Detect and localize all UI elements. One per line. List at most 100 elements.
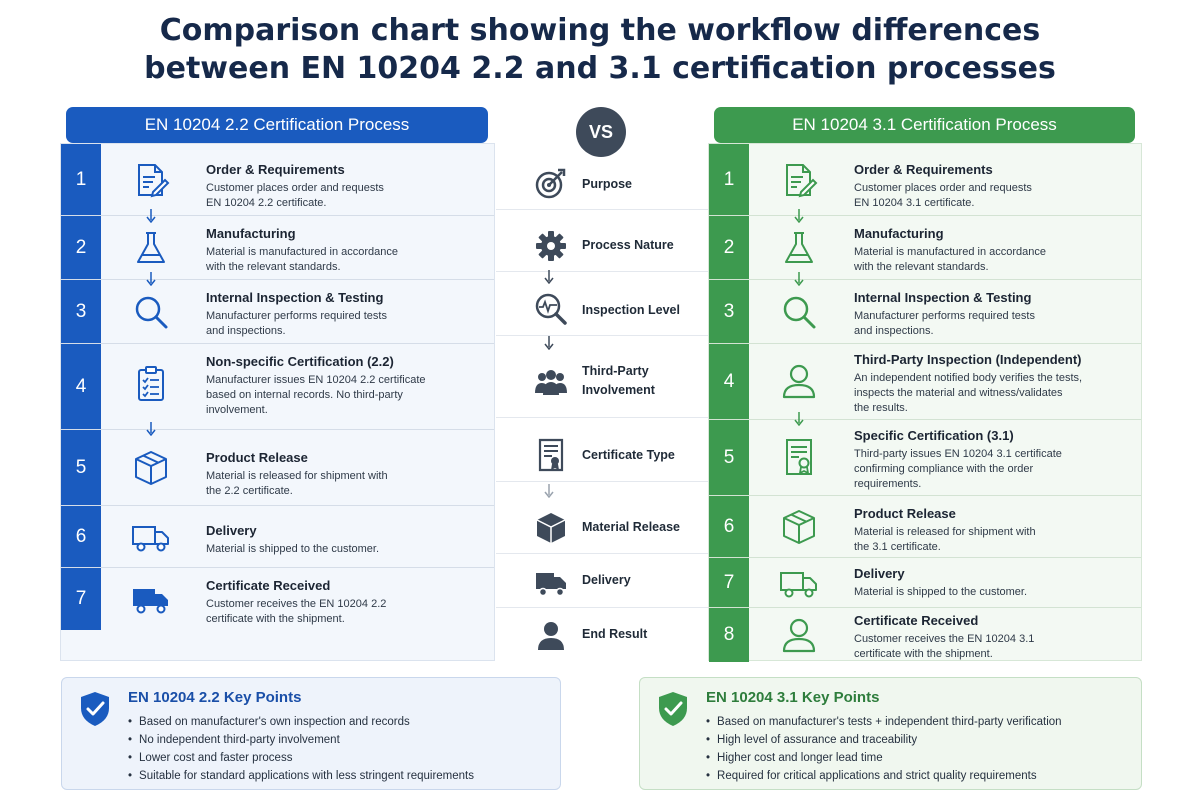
left-step-1: 1 Order & Requirements Customer places o… (61, 144, 494, 216)
vs-badge: VS (576, 107, 626, 157)
step-desc-line: Manufacturer issues EN 10204 2.2 certifi… (206, 374, 426, 386)
truck-icon (536, 573, 566, 597)
step-desc-line: and inspections. (206, 325, 286, 337)
arrow-down-icon (544, 270, 554, 284)
certificate-icon (538, 438, 564, 472)
step-desc-line: the 3.1 certificate. (854, 541, 941, 553)
step-desc-line: based on internal records. No third-part… (206, 389, 403, 401)
left-step-6: 6 Delivery Material is shipped to the cu… (61, 506, 494, 568)
left-column-header: EN 10204 2.2 Certification Process (66, 107, 488, 143)
step-desc-line: involvement. (206, 404, 268, 416)
step-desc-line: Manufacturer performs required tests (854, 310, 1035, 322)
step-title: Manufacturing (854, 226, 944, 241)
key-point-item: No independent third-party involvement (128, 731, 474, 749)
step-desc-line: Material is shipped to the customer. (854, 586, 1028, 598)
right-step-2: 2 Manufacturing Material is manufactured… (709, 216, 1141, 280)
key-points-title: EN 10204 2.2 Key Points (128, 689, 302, 706)
step-title: Non-specific Certification (2.2) (206, 354, 394, 369)
step-desc-line: EN 10204 3.1 certificate. (854, 197, 975, 209)
step-desc-line: requirements. (854, 478, 922, 490)
step-number: 1 (61, 144, 101, 215)
compare-label: End Result (582, 627, 648, 641)
document-pen-icon (138, 164, 170, 198)
magnifier-icon (135, 296, 168, 329)
arrow-down-icon (794, 209, 804, 223)
flask-icon (137, 232, 165, 263)
compare-row-third-party: Third-Party Involvement (496, 356, 708, 418)
step-desc-line: the results. (854, 402, 908, 414)
key-points-list: Based on manufacturer's own inspection a… (128, 713, 474, 785)
compare-label: Delivery (582, 573, 631, 587)
step-title: Internal Inspection & Testing (854, 290, 1032, 305)
right-step-7: 7 Delivery Material is shipped to the cu… (709, 558, 1141, 608)
right-step-4: 4 Third-Party Inspection (Independent) A… (709, 344, 1141, 420)
compare-row-purpose: Purpose (496, 160, 708, 210)
step-title: Order & Requirements (854, 162, 993, 177)
step-number: 4 (61, 344, 101, 429)
step-title: Third-Party Inspection (Independent) (854, 352, 1082, 367)
clipboard-checklist-icon (138, 366, 164, 401)
step-desc-line: Material is released for shipment with (854, 526, 1036, 538)
gear-icon (536, 231, 566, 261)
step-desc-line: certificate with the shipment. (206, 613, 345, 625)
step-desc-line: Customer places order and requests (206, 182, 384, 194)
step-desc-line: Customer receives the EN 10204 2.2 (206, 598, 387, 610)
compare-row-end-result: End Result (496, 610, 708, 662)
step-desc-line: Material is manufactured in accordance (854, 246, 1046, 258)
compare-label: Inspection Level (582, 303, 680, 317)
step-number: 5 (709, 420, 749, 495)
right-step-8: 8 Certificate Received Customer receives… (709, 608, 1141, 662)
document-pen-icon (786, 164, 818, 198)
step-title: Order & Requirements (206, 162, 345, 177)
step-desc-line: the 2.2 certificate. (206, 485, 293, 497)
arrow-down-icon (794, 272, 804, 286)
step-desc-line: with the relevant standards. (854, 261, 989, 273)
right-step-3: 3 Internal Inspection & Testing Manufact… (709, 280, 1141, 344)
arrow-down-icon (794, 412, 804, 426)
compare-row-certificate-type: Certificate Type (496, 432, 708, 482)
step-number: 6 (709, 496, 749, 557)
shield-check-icon (81, 692, 109, 726)
box-icon (783, 510, 815, 544)
arrow-down-icon (146, 209, 156, 223)
compare-label: Material Release (582, 520, 680, 534)
box-icon (536, 513, 566, 543)
right-key-points: EN 10204 3.1 Key Points Based on manufac… (639, 677, 1142, 790)
left-step-5: 5 Product Release Material is released f… (61, 430, 494, 506)
right-step-6: 6 Product Release Material is released f… (709, 496, 1141, 558)
compare-label: Process Nature (582, 238, 674, 252)
certificate-icon (786, 439, 812, 475)
step-desc-line: confirming compliance with the order (854, 463, 1034, 475)
step-desc-line: and inspections. (854, 325, 934, 337)
page-title: Comparison chart showing the workflow di… (0, 12, 1200, 88)
title-line-2: between EN 10204 2.2 and 3.1 certificati… (144, 51, 1056, 86)
step-desc-line: Customer places order and requests (854, 182, 1032, 194)
step-title: Product Release (206, 450, 308, 465)
key-point-item: Higher cost and longer lead time (706, 749, 1062, 767)
step-title: Delivery (854, 566, 905, 581)
truck-icon (132, 526, 169, 552)
flask-icon (785, 232, 813, 263)
compare-label-multiline: Third-Party Involvement (582, 362, 655, 400)
step-title: Specific Certification (3.1) (854, 428, 1014, 443)
step-title: Certificate Received (854, 613, 979, 628)
step-title: Delivery (206, 523, 257, 538)
step-title: Internal Inspection & Testing (206, 290, 384, 305)
step-number: 4 (709, 344, 749, 419)
step-number: 6 (61, 506, 101, 567)
right-column-header: EN 10204 3.1 Certification Process (714, 107, 1135, 143)
key-point-item: Based on manufacturer's own inspection a… (128, 713, 474, 731)
compare-row-process-nature: Process Nature (496, 220, 708, 272)
step-desc-line: Material is shipped to the customer. (206, 543, 380, 555)
truck-icon (780, 572, 817, 598)
right-process-panel: 1 Order & Requirements Customer places o… (708, 143, 1142, 662)
arrow-down-icon (544, 484, 554, 498)
key-point-item: High level of assurance and traceability (706, 731, 1062, 749)
left-step-2: 2 Manufacturing Material is manufactured… (61, 216, 494, 280)
user-icon (782, 364, 816, 399)
left-step-3: 3 Internal Inspection & Testing Manufact… (61, 280, 494, 344)
magnifier-pulse-icon (535, 293, 567, 325)
step-desc-line: Customer receives the EN 10204 3.1 (854, 633, 1035, 645)
magnifier-icon (783, 296, 816, 329)
right-step-1: 1 Order & Requirements Customer places o… (709, 144, 1141, 216)
